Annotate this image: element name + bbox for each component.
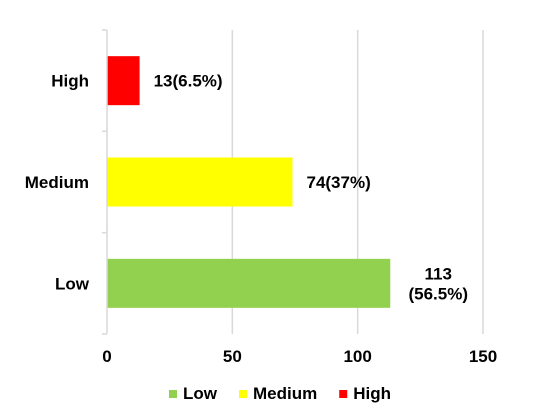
x-tick-label-100: 100 (343, 347, 371, 366)
legend-swatch-medium (238, 390, 247, 398)
x-tick-labels: 0 50 100 150 (102, 347, 497, 366)
x-tick-label-0: 0 (102, 347, 111, 366)
legend-label-medium: Medium (253, 384, 317, 403)
legend-swatch-high (339, 390, 348, 398)
category-label-medium: Medium (25, 173, 89, 192)
legend-label-low: Low (183, 384, 218, 403)
x-tick-label-50: 50 (223, 347, 242, 366)
bar-low (107, 258, 391, 308)
data-label-high: 13(6.5%) (154, 72, 223, 91)
bars (107, 56, 391, 308)
data-labels: 113 (56.5%) 74(37%) 13(6.5%) (154, 72, 468, 304)
category-label-low: Low (55, 274, 90, 293)
legend: Low Medium High (168, 384, 391, 403)
category-label-high: High (51, 72, 89, 91)
bar-high (107, 56, 140, 106)
data-label-low: 113 (56.5%) (408, 264, 468, 303)
legend-swatch-low (168, 390, 177, 398)
x-tick-label-150: 150 (469, 347, 497, 366)
bar-medium (107, 157, 293, 207)
data-label-medium: 74(37%) (306, 173, 370, 192)
data-label-line: (56.5%) (408, 284, 468, 303)
category-labels: Low Medium High (25, 72, 90, 294)
y-axis (102, 29, 108, 335)
legend-label-high: High (353, 384, 391, 403)
data-label-line: 113 (425, 264, 452, 283)
